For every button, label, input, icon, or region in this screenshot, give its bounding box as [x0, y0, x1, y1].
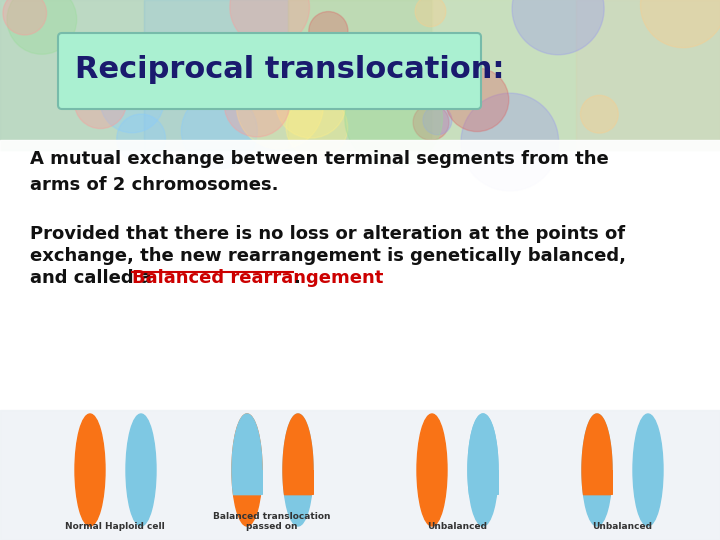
- Polygon shape: [283, 414, 313, 495]
- Text: Unbalanced: Unbalanced: [592, 522, 652, 531]
- Ellipse shape: [468, 414, 498, 526]
- Circle shape: [276, 68, 346, 138]
- Bar: [288, 0, 432, 150]
- FancyBboxPatch shape: [58, 33, 481, 109]
- Circle shape: [512, 0, 604, 55]
- Circle shape: [286, 97, 348, 158]
- Circle shape: [74, 77, 126, 129]
- Bar: [432, 0, 576, 150]
- Circle shape: [415, 0, 446, 26]
- Polygon shape: [468, 414, 498, 495]
- Circle shape: [423, 106, 452, 135]
- Circle shape: [580, 95, 618, 133]
- Circle shape: [3, 0, 47, 35]
- Circle shape: [100, 69, 164, 133]
- Text: Balanced translocation
passed on: Balanced translocation passed on: [213, 511, 330, 531]
- Text: Normal Haploid cell: Normal Haploid cell: [65, 522, 165, 531]
- Text: Provided that there is no loss or alteration at the points of: Provided that there is no loss or altera…: [30, 225, 625, 243]
- Circle shape: [445, 68, 509, 132]
- Circle shape: [236, 62, 323, 149]
- Circle shape: [356, 45, 384, 73]
- Text: Balanced rearrangement: Balanced rearrangement: [132, 269, 384, 287]
- Ellipse shape: [582, 414, 612, 526]
- Ellipse shape: [232, 414, 262, 526]
- Circle shape: [224, 72, 289, 137]
- Bar: [0, 0, 720, 150]
- Circle shape: [117, 114, 166, 163]
- Circle shape: [413, 104, 449, 140]
- Text: exchange, the new rearrangement is genetically balanced,: exchange, the new rearrangement is genet…: [30, 247, 626, 265]
- Circle shape: [230, 0, 310, 47]
- Text: Unbalanced: Unbalanced: [427, 522, 487, 531]
- Bar: [0, 140, 720, 435]
- Circle shape: [345, 69, 443, 167]
- Bar: [576, 0, 720, 150]
- Circle shape: [7, 0, 76, 54]
- Circle shape: [461, 93, 559, 191]
- Ellipse shape: [633, 414, 663, 526]
- Circle shape: [309, 11, 348, 51]
- Ellipse shape: [126, 414, 156, 526]
- Text: A mutual exchange between terminal segments from the
arms of 2 chromosomes.: A mutual exchange between terminal segme…: [30, 150, 608, 194]
- Bar: [0, 410, 720, 540]
- Ellipse shape: [417, 414, 447, 526]
- Bar: [144, 0, 288, 150]
- Text: Reciprocal translocation:: Reciprocal translocation:: [75, 56, 505, 84]
- Text: .: .: [293, 269, 300, 287]
- Ellipse shape: [75, 414, 105, 526]
- Bar: [0, 0, 144, 150]
- Circle shape: [181, 93, 257, 169]
- Circle shape: [641, 0, 720, 48]
- Polygon shape: [232, 414, 262, 495]
- Text: and called a: and called a: [30, 269, 164, 287]
- Ellipse shape: [283, 414, 313, 526]
- Polygon shape: [582, 414, 612, 495]
